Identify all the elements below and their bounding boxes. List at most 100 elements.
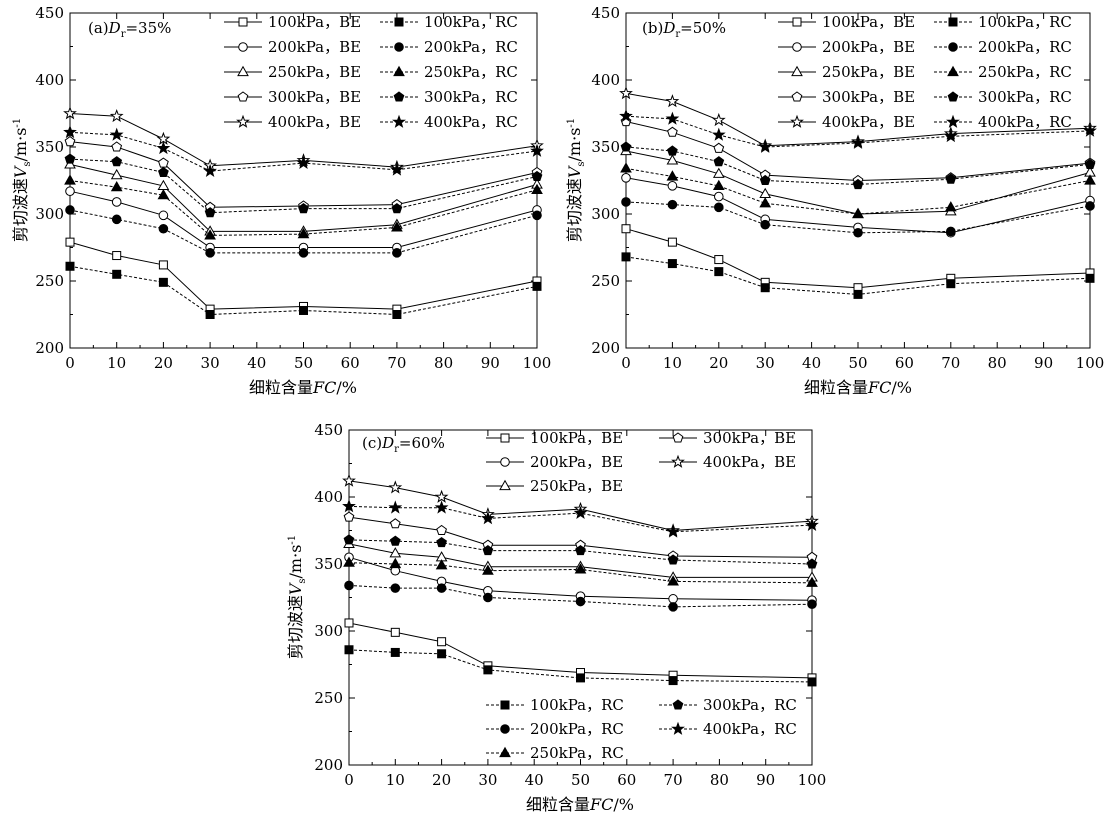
series-300kPa-RC (620, 141, 1096, 190)
data-point-square (158, 277, 168, 287)
data-point-square (344, 618, 354, 628)
data-point-star (434, 489, 449, 503)
series-300kPa-BE (64, 135, 543, 212)
x-tick-label: 0 (65, 354, 75, 372)
x-tick-label: 70 (387, 354, 406, 372)
panel-a: 0 10 20 30 40 50 60 70 80 90 100 200 250 300 350 400 450… (11, 4, 551, 397)
y-tick-label: 400 (35, 71, 64, 89)
data-point-pentagon (343, 534, 355, 545)
data-point-square (532, 281, 542, 291)
y-label-subscript: s (22, 161, 33, 166)
data-point-star (619, 86, 633, 100)
data-point-triangle (759, 187, 772, 198)
legend-marker-circle (238, 42, 248, 52)
data-point-pentagon (436, 524, 447, 535)
data-point-square (65, 237, 75, 247)
series-200kPa-BE (65, 186, 542, 253)
y-label-exponent: -1 (287, 535, 298, 545)
data-point-star (203, 163, 217, 177)
data-point-circle (621, 197, 631, 207)
title-subscript: r (675, 29, 680, 40)
data-point-star (711, 112, 726, 127)
data-point-circle (667, 181, 678, 191)
data-point-pentagon (158, 166, 169, 177)
legend-label: 250kPa，RC (530, 744, 624, 762)
y-tick-label: 450 (314, 421, 343, 439)
y-label-exponent: -1 (12, 118, 23, 128)
legend-entry: 300kPa，BE (778, 88, 915, 106)
data-point-triangle (482, 564, 494, 575)
data-point-pentagon (667, 554, 679, 565)
data-point-star (390, 162, 404, 176)
data-point-square (576, 673, 585, 683)
series-300kPa-RC (343, 534, 818, 569)
legend-marker-star (790, 114, 804, 128)
data-point-triangle (391, 221, 403, 232)
legend-label: 300kPa，BE (822, 88, 915, 106)
data-point-pentagon (111, 141, 123, 152)
legend-entry: 250kPa，BE (224, 63, 361, 81)
data-point-pentagon (158, 157, 169, 168)
legend-entry: 100kPa，RC (934, 13, 1072, 31)
y-tick-label: 300 (35, 205, 64, 223)
data-point-star (481, 511, 495, 525)
legend-label: 400kPa，BE (822, 113, 915, 131)
data-point-star (711, 127, 726, 141)
legend-marker-pentagon (791, 91, 803, 102)
data-point-triangle (1084, 174, 1096, 185)
y-tick-label: 250 (35, 272, 64, 290)
x-label-variable: FC (867, 378, 891, 397)
x-tick-label: 20 (709, 354, 728, 372)
x-tick-label: 40 (525, 771, 544, 789)
legend-entry: 100kPa，BE (778, 13, 915, 31)
data-point-pentagon (713, 142, 725, 153)
data-point-triangle (297, 227, 310, 239)
data-point-square (65, 261, 75, 271)
data-point-star (530, 143, 544, 157)
data-point-square (390, 627, 400, 637)
legend-marker-square (500, 433, 510, 443)
title-value: =35% (125, 19, 171, 37)
data-point-triangle (666, 154, 679, 165)
data-point-pentagon (389, 535, 401, 546)
data-point-circle (390, 583, 401, 593)
legend-label: 100kPa，BE (822, 13, 915, 31)
data-point-pentagon (852, 178, 864, 190)
data-point-star (758, 139, 773, 153)
data-point-star (805, 517, 819, 531)
legend-label: 100kPa，RC (530, 696, 624, 714)
data-point-square (1085, 273, 1095, 283)
legend-entry: 250kPa，BE (486, 477, 623, 495)
legend-label: 300kPa，BE (268, 88, 361, 106)
data-point-star (109, 127, 124, 141)
data-point-triangle (343, 556, 355, 567)
x-tick-label: 90 (481, 354, 500, 372)
data-point-circle (760, 219, 771, 230)
legend-entry: 100kPa，RC (486, 696, 624, 714)
legend-entry: 200kPa，RC (380, 38, 518, 56)
legend-marker-pentagon (947, 91, 959, 102)
legend-label: 200kPa，RC (530, 720, 624, 738)
data-point-triangle (712, 179, 725, 190)
data-point-square (392, 310, 402, 319)
legend-entry: 400kPa，BE (778, 113, 915, 131)
series-250kPa-RC (64, 174, 543, 240)
data-point-circle (621, 173, 631, 183)
data-point-triangle (64, 174, 76, 185)
legend-label: 200kPa，BE (530, 453, 623, 471)
legend-marker-star (236, 114, 250, 128)
data-point-pentagon (575, 544, 586, 556)
legend-marker-star (392, 114, 406, 128)
data-point-square (621, 224, 631, 234)
legend-entry: 400kPa，BE (659, 453, 796, 471)
data-point-triangle (667, 575, 679, 586)
y-label-variable: V (286, 582, 305, 595)
data-point-star (63, 125, 77, 139)
data-point-pentagon (343, 511, 355, 522)
legend-label: 300kPa，RC (703, 696, 797, 714)
panel-b: 0 10 20 30 40 50 60 70 80 90 100 200 250 300 350 400 450… (565, 4, 1104, 397)
data-point-square (853, 289, 863, 299)
data-point-triangle (666, 170, 679, 181)
data-point-star (1083, 123, 1097, 137)
y-tick-label: 250 (591, 272, 620, 290)
